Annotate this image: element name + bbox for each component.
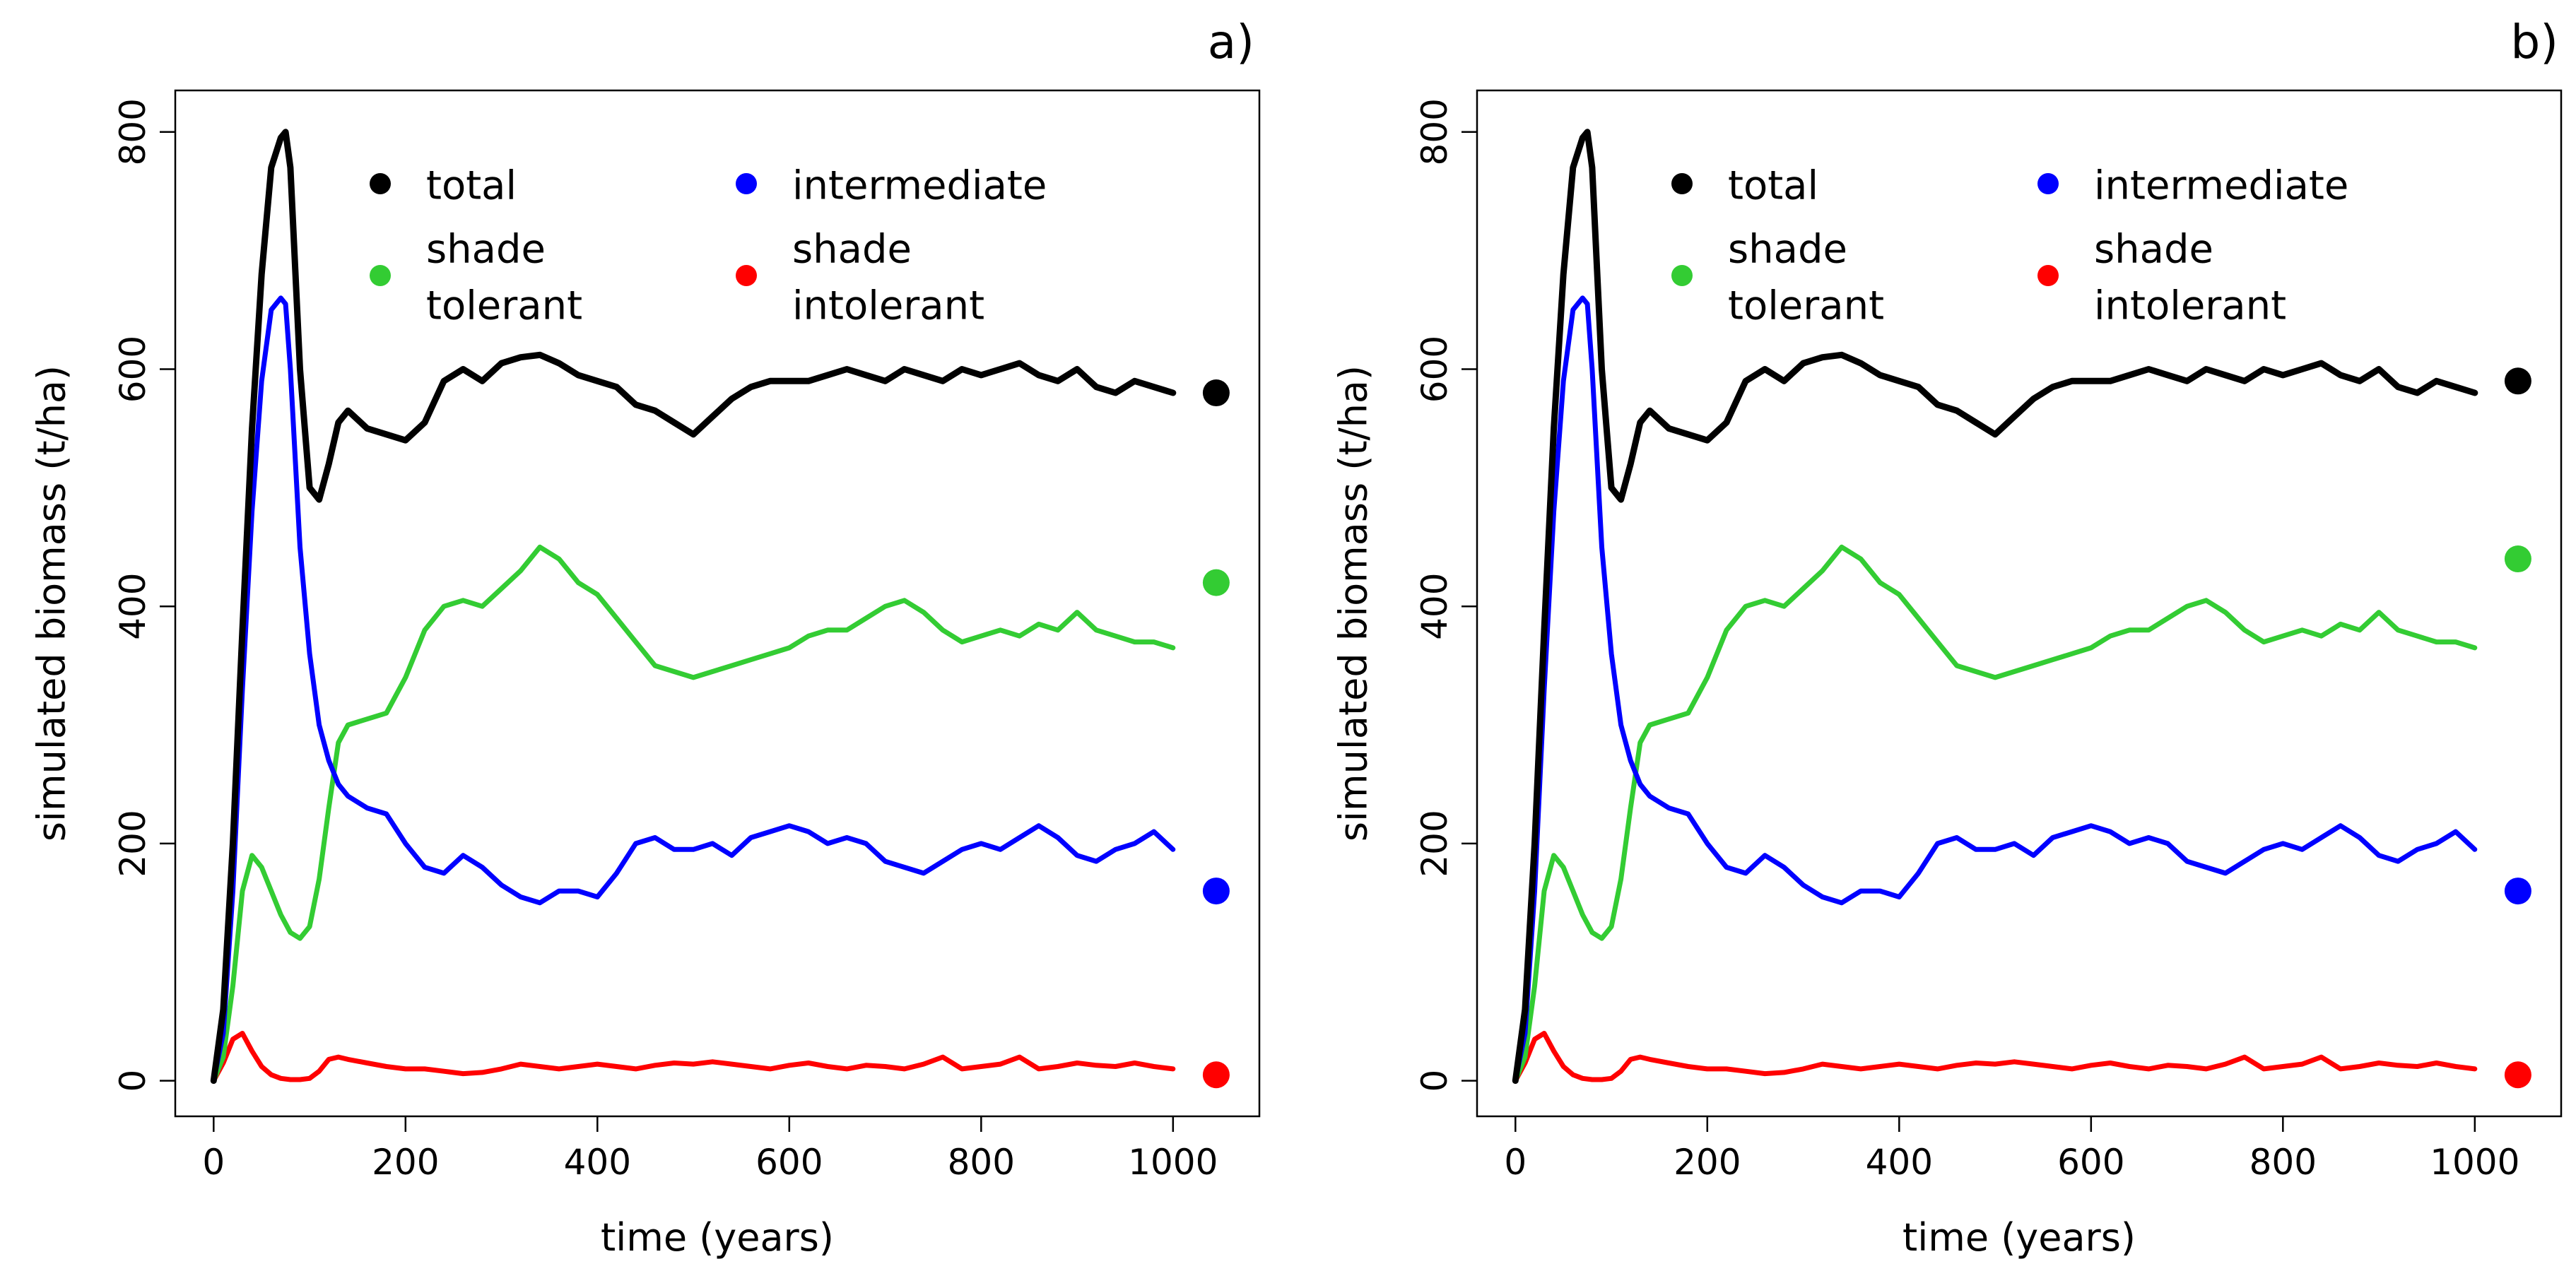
panel-label: a) bbox=[1208, 15, 1254, 69]
series-line-shade-tolerant bbox=[1512, 544, 2478, 1084]
y-tick-label: 600 bbox=[1414, 336, 1455, 403]
data-point-endpoint-intermediate bbox=[2504, 878, 2531, 905]
x-tick-label: 400 bbox=[564, 1142, 631, 1183]
legend-marker bbox=[736, 265, 757, 286]
legend-label: intermediate bbox=[792, 163, 1047, 209]
legend-label-line1: shade bbox=[426, 227, 546, 273]
legend-label-line1: shade bbox=[2094, 227, 2213, 273]
legend-marker bbox=[2037, 265, 2059, 286]
legend-marker bbox=[1671, 173, 1693, 194]
legend-entry-total: total bbox=[370, 163, 517, 209]
legend-label-line1: shade bbox=[792, 227, 912, 273]
x-tick-label: 800 bbox=[2249, 1142, 2317, 1183]
x-tick-label: 0 bbox=[202, 1142, 225, 1183]
legend-label: total bbox=[1728, 163, 1818, 209]
x-tick-label: 200 bbox=[1674, 1142, 1741, 1183]
y-tick-label: 400 bbox=[112, 572, 153, 639]
plot-frame bbox=[174, 89, 1261, 1118]
legend-marker bbox=[370, 265, 391, 286]
legend-marker bbox=[370, 173, 391, 194]
plot-frame bbox=[1476, 89, 2563, 1118]
legend-marker bbox=[2037, 173, 2059, 194]
legend-label: total bbox=[426, 163, 517, 209]
series-line-total bbox=[210, 129, 1177, 1085]
legend-entry-shade-tolerant: shade tolerant bbox=[370, 227, 582, 329]
x-tick-label: 400 bbox=[1866, 1142, 1933, 1183]
y-tick-label: 600 bbox=[112, 336, 153, 403]
x-tick-label: 0 bbox=[1504, 1142, 1527, 1183]
series-line-shade-intolerant bbox=[1512, 1031, 2478, 1084]
y-tick-label: 0 bbox=[1414, 1070, 1455, 1092]
legend-entry-intermediate: intermediate bbox=[736, 163, 1047, 209]
legend-label-line2: tolerant bbox=[1728, 283, 1884, 329]
data-point-endpoint-shade-intolerant bbox=[1202, 1061, 1230, 1089]
x-tick-label: 600 bbox=[2057, 1142, 2124, 1183]
y-tick-label: 200 bbox=[1414, 810, 1455, 877]
x-tick-label: 1000 bbox=[2430, 1142, 2519, 1183]
chart-panel-a: 0 200 400 600 800 1000 0 200 400 600 800 time (year… bbox=[30, 15, 1261, 1260]
x-tick-label: 600 bbox=[755, 1142, 823, 1183]
y-tick-label: 800 bbox=[112, 98, 153, 165]
data-point-endpoint-shade-tolerant bbox=[2504, 545, 2531, 573]
legend-label-line2: intolerant bbox=[792, 283, 984, 329]
data-point-endpoint-intermediate bbox=[1202, 878, 1230, 905]
legend-marker bbox=[1671, 265, 1693, 286]
y-axis-label: simulated biomass (t/ha) bbox=[30, 365, 74, 841]
x-axis-label: time (years) bbox=[601, 1215, 834, 1260]
legend-label: intermediate bbox=[2094, 163, 2348, 209]
legend-entry-intermediate: intermediate bbox=[2037, 163, 2348, 209]
legend-marker bbox=[736, 173, 757, 194]
legend-entry-shade-intolerant: shade intolerant bbox=[2037, 227, 2286, 329]
x-axis-label: time (years) bbox=[1902, 1215, 2136, 1260]
y-tick-label: 200 bbox=[112, 810, 153, 877]
x-tick-label: 200 bbox=[372, 1142, 439, 1183]
legend-entry-shade-intolerant: shade intolerant bbox=[736, 227, 984, 329]
series-line-total bbox=[1512, 129, 2478, 1085]
series-line-intermediate bbox=[211, 295, 1176, 1084]
x-tick-label: 1000 bbox=[1128, 1142, 1218, 1183]
data-point-endpoint-total bbox=[1202, 379, 1230, 407]
y-tick-label: 800 bbox=[1414, 98, 1455, 165]
data-point-endpoint-shade-tolerant bbox=[1202, 569, 1230, 596]
data-point-endpoint-shade-intolerant bbox=[2504, 1061, 2531, 1089]
data-point-endpoint-total bbox=[2504, 367, 2531, 395]
legend-label-line1: shade bbox=[1728, 227, 1847, 273]
legend-label-line2: intolerant bbox=[2094, 283, 2286, 329]
series-line-shade-intolerant bbox=[211, 1031, 1176, 1084]
y-tick-label: 0 bbox=[112, 1070, 153, 1092]
series-line-shade-tolerant bbox=[211, 544, 1176, 1084]
y-tick-label: 400 bbox=[1414, 572, 1455, 639]
chart-panel-b: 0 200 400 600 800 1000 0 200 400 600 800 time (year… bbox=[1331, 15, 2563, 1260]
legend-entry-total: total bbox=[1671, 163, 1818, 209]
series-line-intermediate bbox=[1512, 295, 2478, 1084]
legend: total intermediate shade tolerant shade intol… bbox=[370, 163, 1047, 329]
y-axis-label: simulated biomass (t/ha) bbox=[1331, 365, 1376, 841]
x-tick-label: 800 bbox=[948, 1142, 1015, 1183]
panel-label: b) bbox=[2510, 15, 2558, 69]
legend-label-line2: tolerant bbox=[426, 283, 582, 329]
legend: total intermediate shade tolerant shade intol… bbox=[1671, 163, 2348, 329]
legend-entry-shade-tolerant: shade tolerant bbox=[1671, 227, 1884, 329]
